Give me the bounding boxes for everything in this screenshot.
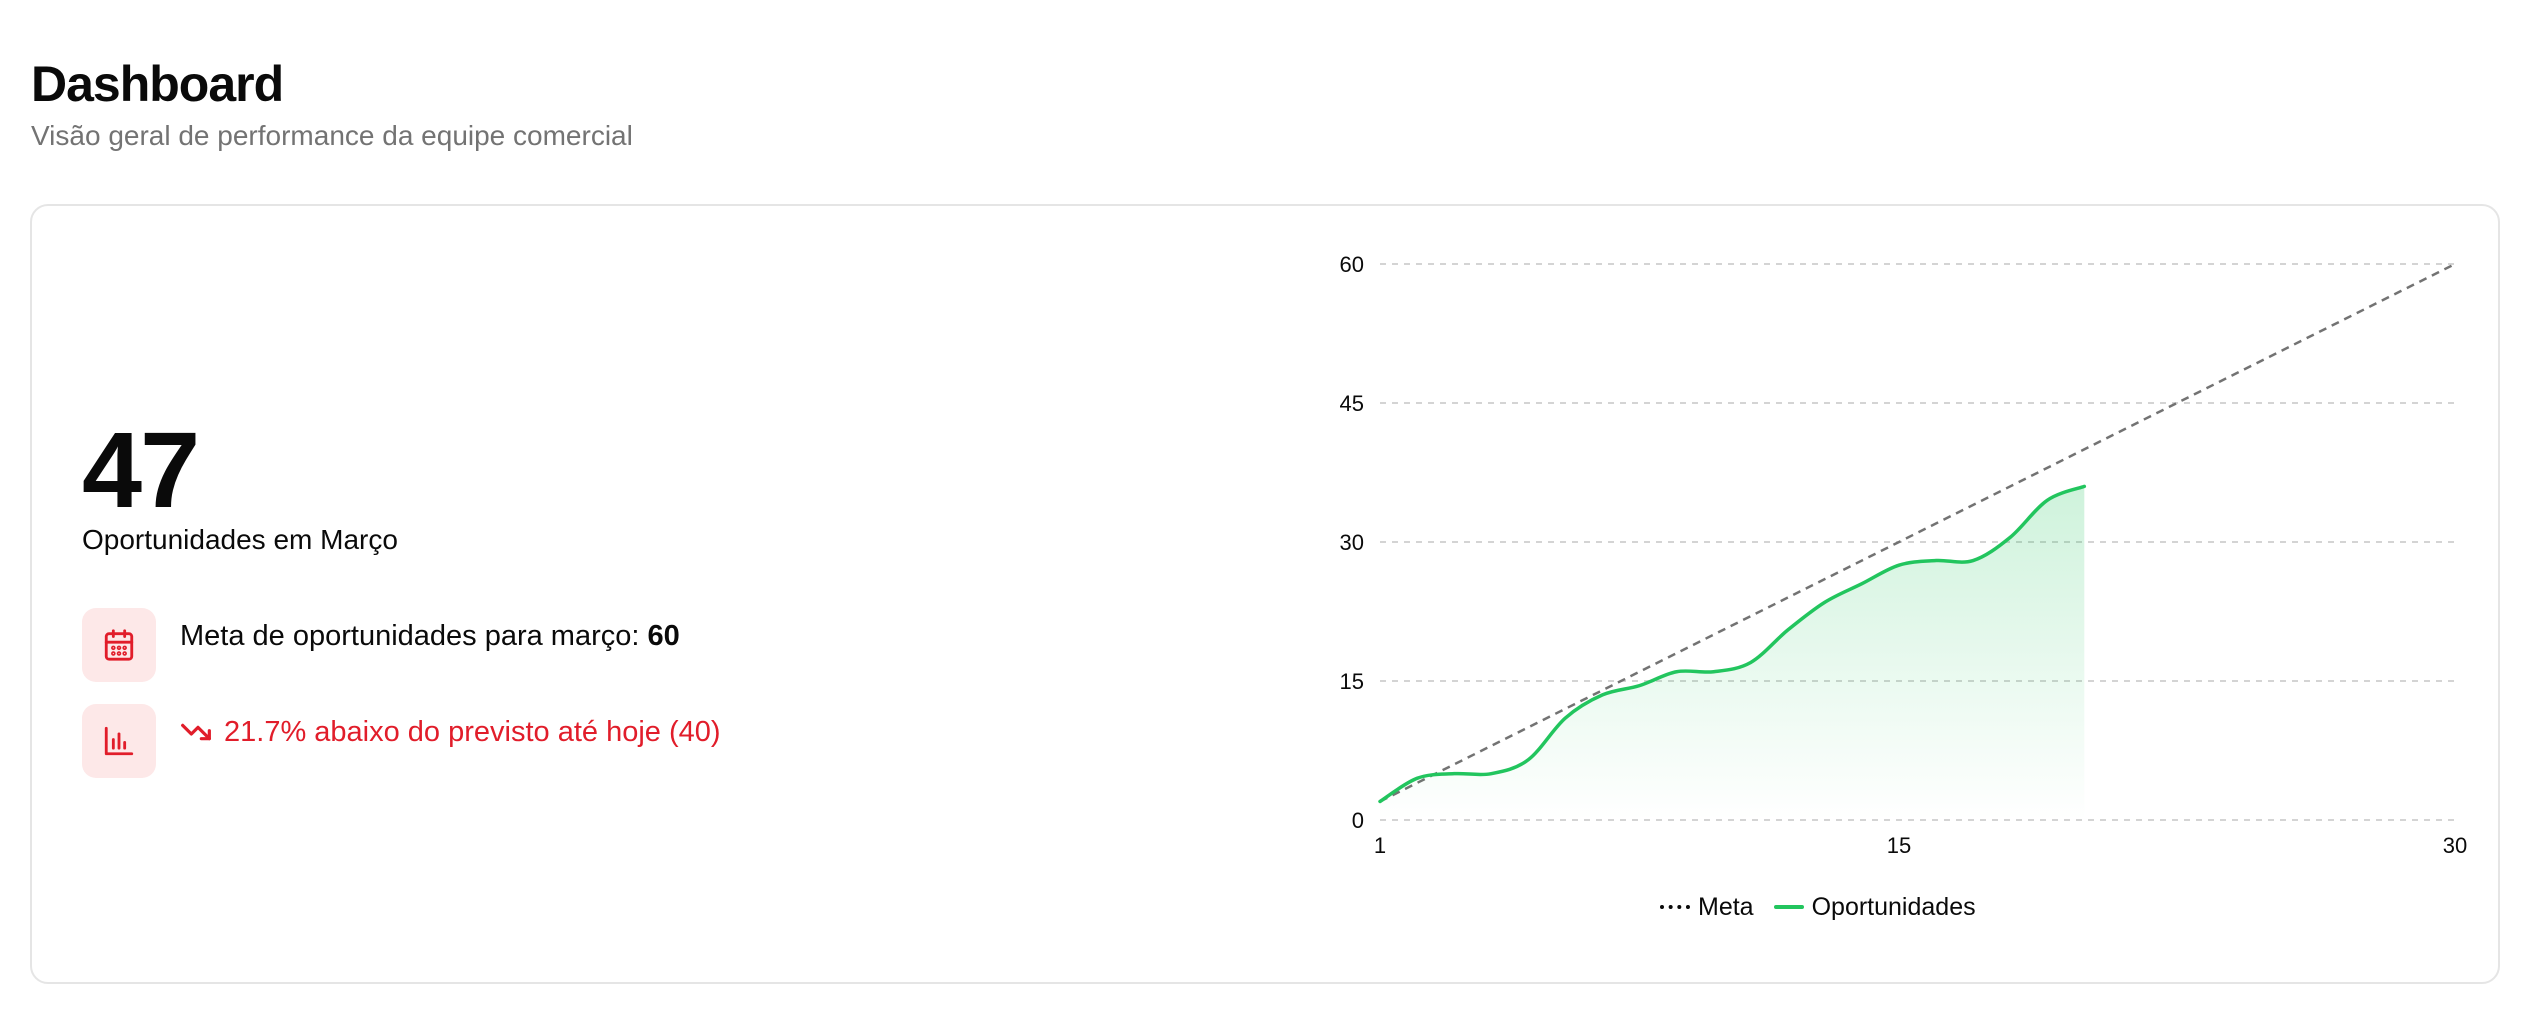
legend-swatch-meta	[1660, 905, 1690, 909]
alert-text: 21.7% abaixo do previsto até hoje (40)	[180, 712, 721, 752]
y-tick-label-30: 30	[1340, 530, 1364, 555]
series-line-meta	[1379, 262, 2456, 803]
page-subtitle: Visão geral de performance da equipe com…	[31, 120, 633, 151]
alert-row: 21.7% abaixo do previsto até hoje (40)	[82, 704, 721, 778]
y-tick-label-0: 0	[1352, 808, 1364, 833]
target-row: Meta de oportunidades para março: 60	[82, 608, 680, 682]
kpi-value: 47	[82, 409, 200, 530]
y-tick-label-45: 45	[1340, 391, 1364, 416]
chart-y-axis: 0 15 30 45 60	[1340, 252, 1364, 833]
target-text: Meta de oportunidades para março: 60	[180, 616, 680, 656]
legend-item-oportunidades[interactable]: Oportunidades	[1773, 890, 1976, 924]
legend-label-oportunidades: Oportunidades	[1811, 893, 1976, 921]
target-value: 60	[647, 620, 680, 652]
y-tick-label-15: 15	[1340, 669, 1364, 694]
bar-chart-icon	[82, 704, 156, 778]
x-tick-label-30: 30	[2443, 833, 2467, 858]
legend-label-meta: Meta	[1698, 893, 1754, 921]
series-line-oportunidades	[1378, 484, 2087, 804]
chart-legend: Meta Oportunidades	[1660, 890, 1996, 924]
alert-label: 21.7% abaixo do previsto até hoje (40)	[224, 716, 721, 748]
legend-swatch-oportunidades	[1773, 905, 1804, 909]
page-title: Dashboard	[31, 56, 284, 112]
kpi-label: Oportunidades em Março	[82, 524, 398, 555]
y-tick-label-60: 60	[1340, 252, 1364, 277]
calendar-icon	[82, 608, 156, 682]
x-tick-label-1: 1	[1374, 833, 1386, 858]
chart-series	[1378, 262, 2456, 820]
series-area-oportunidades	[1380, 486, 2085, 820]
legend-item-meta[interactable]: Meta	[1660, 890, 1754, 924]
x-tick-label-15: 15	[1887, 833, 1911, 858]
target-label: Meta de oportunidades para março:	[180, 620, 648, 652]
kpi-card: 47 Oportunidades em Março Meta de	[30, 204, 2500, 984]
trending-down-icon	[180, 716, 212, 748]
chart-x-axis: 1 15 30	[1374, 833, 2467, 858]
